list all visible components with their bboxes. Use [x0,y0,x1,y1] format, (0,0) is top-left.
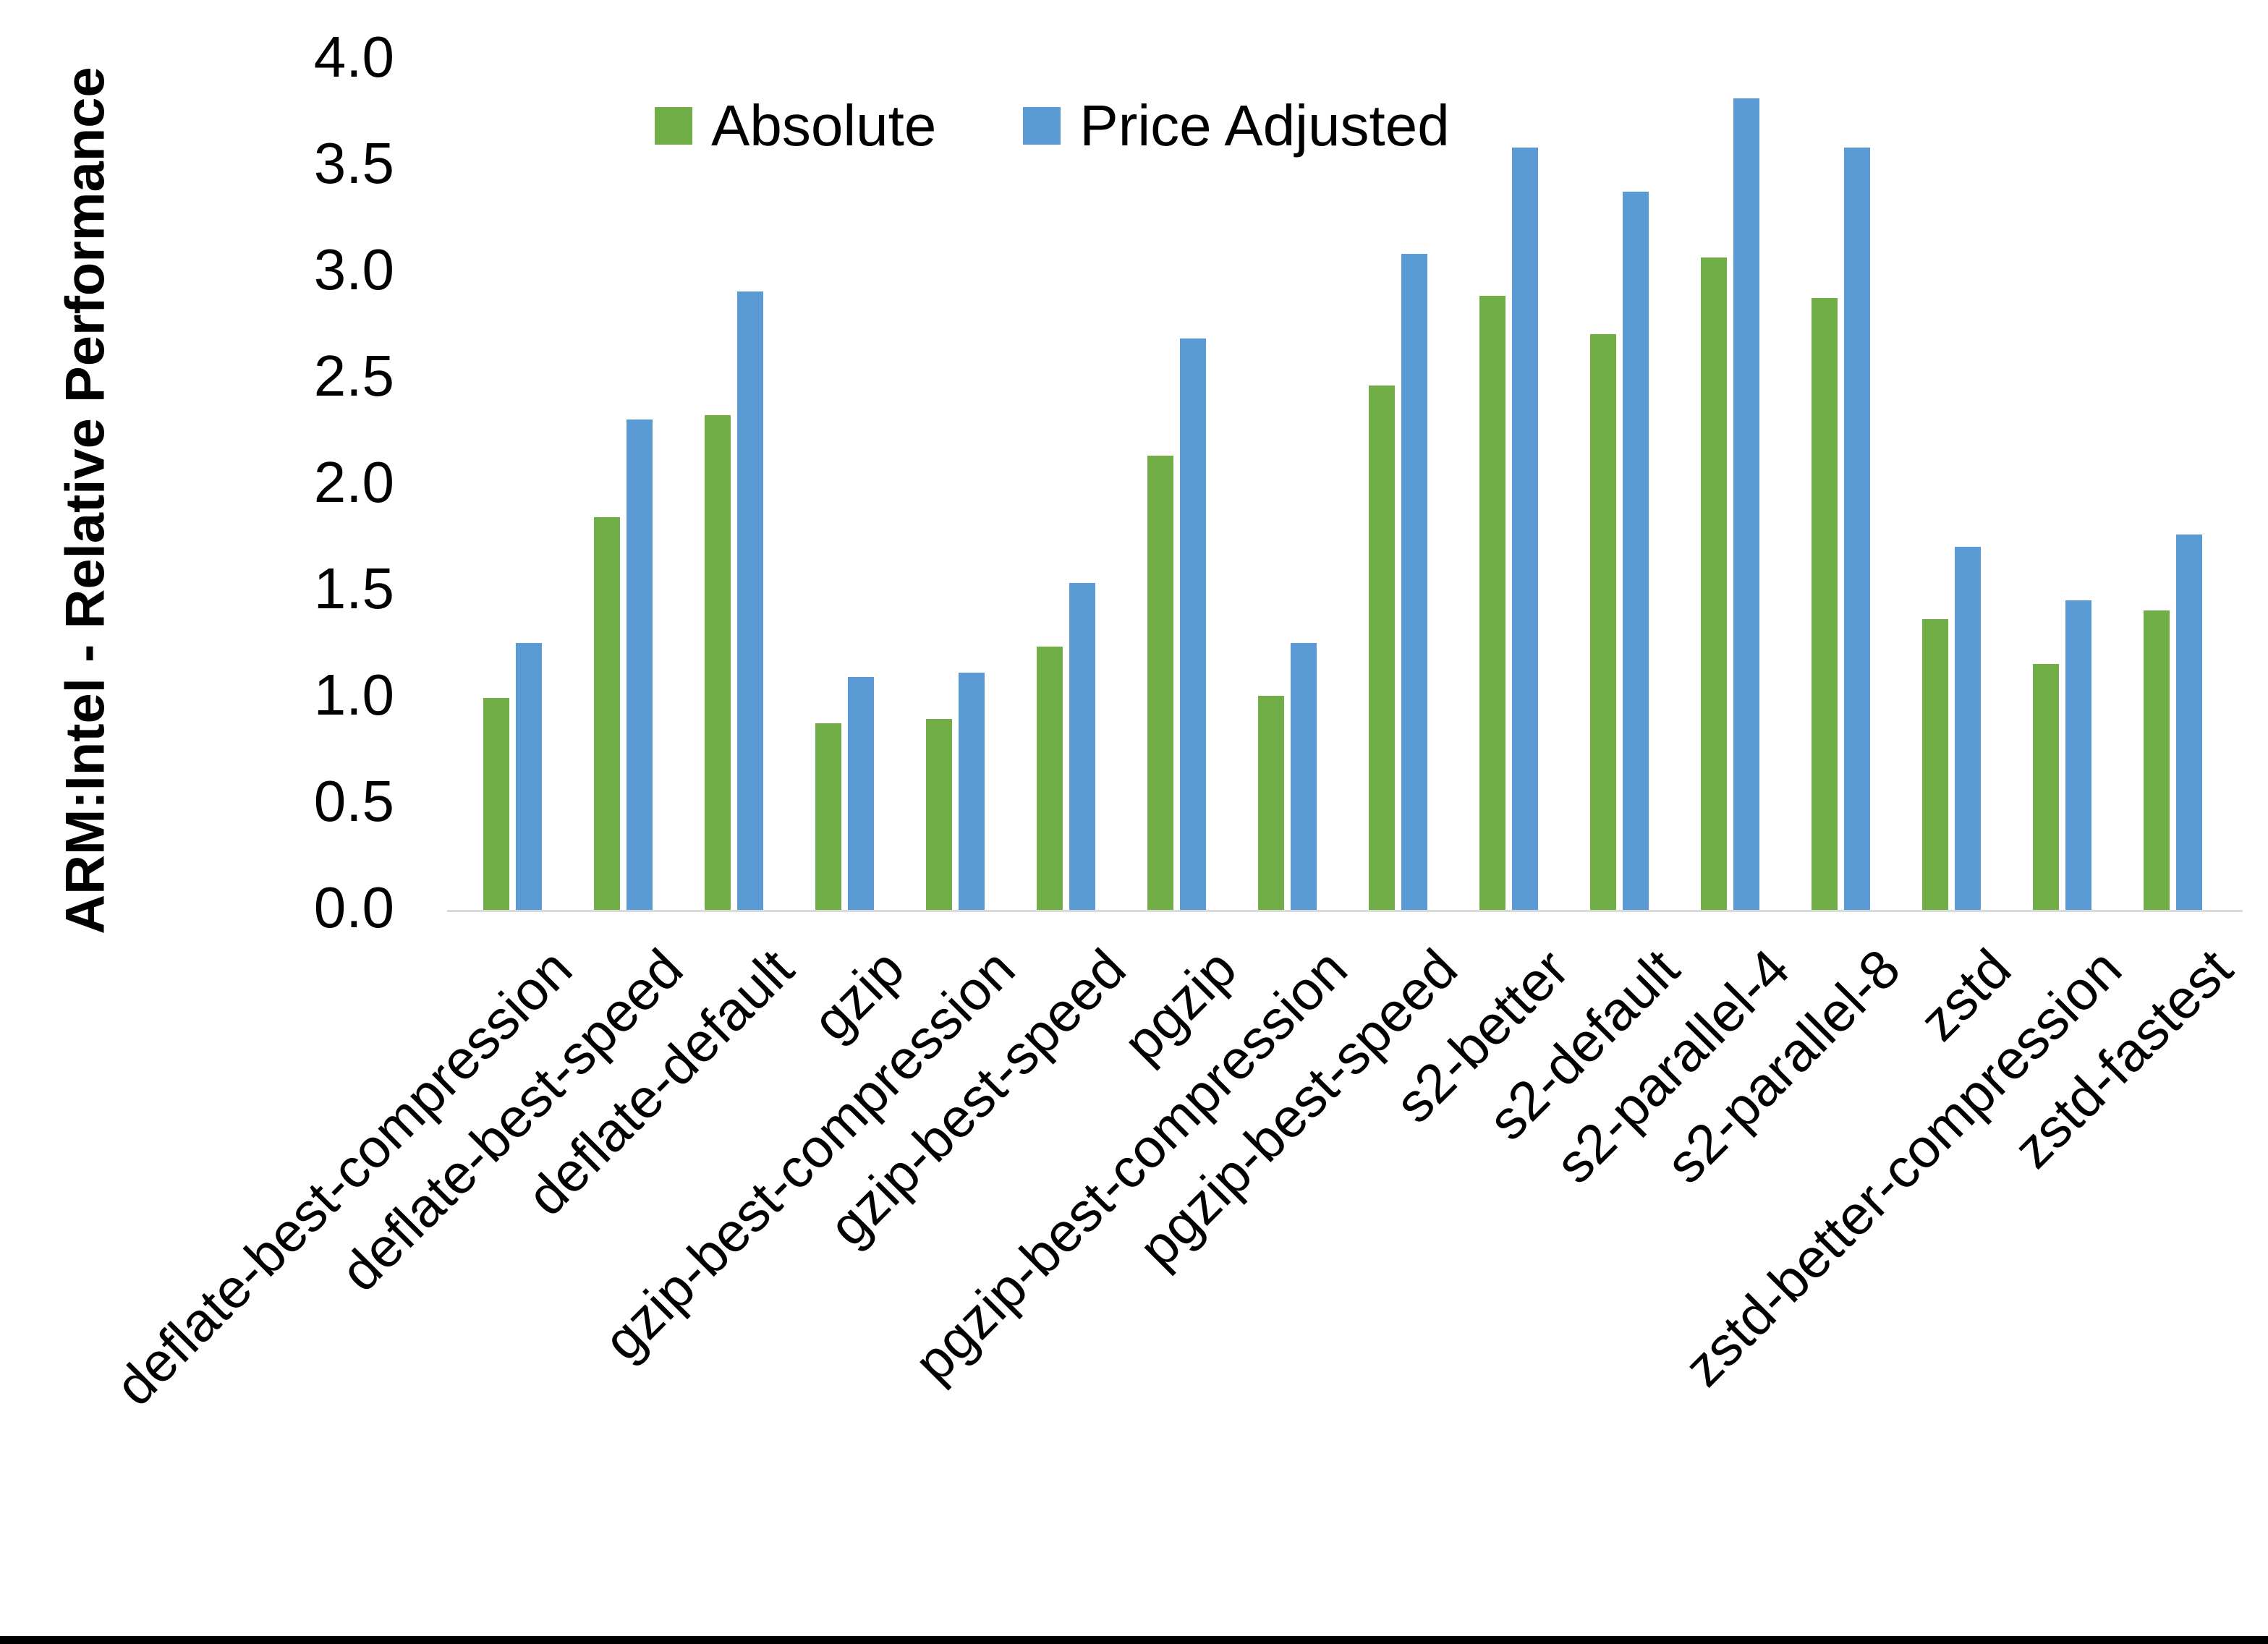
bar-zstd-fastest-absolute [2144,610,2170,911]
bar-gzip-best-compression-price-adjusted [959,672,985,911]
legend-label-price-adjusted: Price Adjusted [1079,93,1450,158]
y-tick-label: 0.5 [313,769,394,833]
bar-pgzip-absolute [1147,455,1173,911]
bar-deflate-best-compression-absolute [483,698,509,911]
y-tick-label: 3.5 [313,131,394,195]
bar-s2-better-absolute [1479,296,1505,911]
x-category-label-deflate-best-compression: deflate-best-compression [103,937,585,1418]
bar-deflate-default-absolute [705,414,731,911]
x-axis-line [447,910,2243,912]
bar-pgzip-best-speed-absolute [1369,385,1395,911]
legend-item-price-adjusted: Price Adjusted [1023,93,1450,159]
legend-item-absolute: Absolute [655,93,936,159]
bar-s2-parallel-8-absolute [1812,298,1838,911]
y-tick-label: 4.0 [313,25,394,89]
bar-deflate-default-price-adjusted [737,291,763,911]
bar-pgzip-price-adjusted [1180,338,1206,911]
bottom-border-line [0,1636,2268,1644]
bar-s2-parallel-4-price-adjusted [1733,98,1759,911]
y-tick-label: 2.5 [313,344,394,408]
y-tick-label: 1.0 [313,663,394,727]
bar-pgzip-best-compression-price-adjusted [1291,642,1317,911]
bar-zstd-absolute [1922,619,1948,911]
bar-gzip-best-compression-absolute [926,719,952,911]
bar-zstd-better-compression-price-adjusted [2065,600,2091,911]
bar-s2-parallel-4-absolute [1701,257,1727,911]
bar-deflate-best-speed-price-adjusted [627,419,653,911]
bar-zstd-price-adjusted [1955,547,1981,911]
y-tick-label: 1.5 [313,556,394,621]
legend-label-absolute: Absolute [711,93,937,158]
bar-s2-parallel-8-price-adjusted [1844,147,1870,911]
bar-gzip-price-adjusted [848,676,874,911]
legend: Absolute Price Adjusted [655,93,1450,159]
bar-s2-default-absolute [1590,334,1616,911]
legend-swatch-absolute-icon [655,107,692,145]
y-tick-label: 2.0 [313,450,394,514]
bar-s2-better-price-adjusted [1512,147,1538,911]
bar-gzip-best-speed-price-adjusted [1069,583,1095,911]
y-tick-label: 0.0 [313,875,394,940]
bar-deflate-best-speed-absolute [594,517,620,911]
bar-pgzip-best-speed-price-adjusted [1401,253,1427,911]
legend-swatch-price-adjusted-icon [1023,107,1061,145]
y-tick-label: 3.0 [313,237,394,302]
bar-pgzip-best-compression-absolute [1258,696,1284,911]
bar-s2-default-price-adjusted [1623,192,1649,911]
bar-deflate-best-compression-price-adjusted [516,642,542,911]
bar-zstd-better-compression-absolute [2033,663,2059,911]
bar-zstd-fastest-price-adjusted [2176,534,2202,911]
bar-gzip-best-speed-absolute [1037,647,1063,911]
bar-gzip-absolute [815,723,841,911]
